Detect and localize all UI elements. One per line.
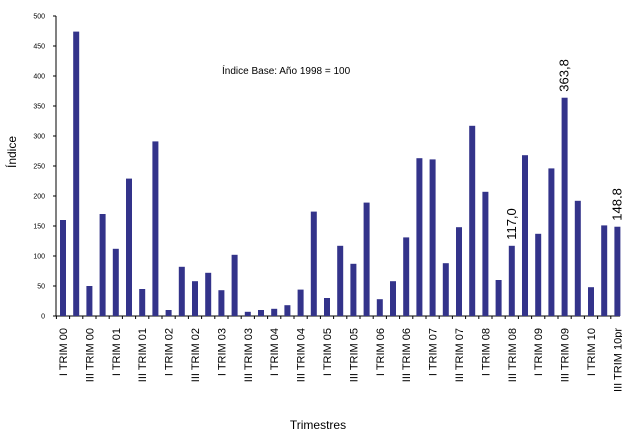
bar: [429, 159, 436, 316]
data-label: 148,8: [609, 188, 622, 221]
bar: [403, 237, 410, 316]
x-tick-label: I TRIM 09: [533, 328, 545, 376]
y-tick-label: 500: [33, 14, 45, 21]
labels: I TRIM 00 III TRIM 00 I TRIM 01 III TRIM 01…: [58, 59, 622, 392]
bar: [165, 310, 172, 316]
bar: [456, 227, 462, 316]
x-tick-label: I TRIM 02: [164, 328, 176, 376]
bar: [495, 280, 502, 316]
bar: [614, 226, 621, 316]
y-axis-title: Índice: [4, 136, 19, 168]
bar: [271, 308, 278, 316]
x-tick-label: III TRIM 03: [243, 328, 255, 382]
bar: [73, 31, 80, 316]
x-tick-label: I TRIM 10: [586, 328, 598, 376]
bar: [522, 155, 528, 316]
bar: [390, 281, 396, 316]
bar: [218, 290, 225, 316]
x-tick-label: I TRIM 06: [375, 328, 387, 376]
y-tick-label: 50: [37, 284, 45, 291]
bar: [588, 287, 594, 316]
bar: [469, 125, 476, 316]
y-tick-label: 450: [33, 44, 45, 51]
bar: [139, 289, 146, 316]
bar: [244, 311, 251, 316]
y-tick-label: 200: [33, 194, 45, 201]
bar: [86, 286, 93, 316]
x-tick-label: III TRIM 01: [137, 328, 149, 382]
bar: [152, 141, 159, 316]
axes: 0 50 100 150 200 250 300 350 400 450 500: [33, 14, 620, 321]
bar: [231, 254, 238, 316]
y-tick-label: 100: [33, 254, 45, 261]
bar: [337, 245, 344, 316]
y-tick-label: 400: [33, 74, 45, 81]
data-label: 363,8: [557, 59, 572, 92]
x-tick-label: III TRIM 02: [190, 328, 202, 382]
bar: [112, 248, 119, 316]
bar: [574, 200, 581, 316]
y-tick-label: 300: [33, 134, 45, 141]
bar: [258, 310, 264, 316]
bar: [324, 298, 330, 316]
x-tick-label: III TRIM 07: [454, 328, 466, 382]
x-tick-label: I TRIM 03: [216, 328, 228, 376]
bars: [60, 31, 621, 316]
x-tick-label: III TRIM 05: [348, 328, 360, 382]
x-tick-label: I TRIM 08: [480, 328, 492, 376]
bar: [508, 245, 515, 316]
bar: [482, 191, 489, 316]
bar: [376, 299, 383, 316]
bar: [178, 266, 185, 316]
x-tick-label: III TRIM 00: [84, 328, 96, 382]
base-index-annotation: Índice Base: Año 1998 = 100: [222, 64, 351, 77]
y-tick-label: 150: [33, 224, 45, 231]
bar: [284, 305, 291, 316]
bar: [192, 281, 198, 316]
x-tick-label: I TRIM 07: [428, 328, 440, 376]
x-tick-label: III TRIM 06: [401, 328, 413, 382]
y-tick-label: 0: [41, 314, 45, 321]
data-label: 117,0: [504, 208, 519, 240]
bar: [561, 97, 568, 316]
y-tick-label: 250: [33, 164, 45, 171]
x-axis-title: Trimestres: [290, 418, 346, 432]
bar: [297, 289, 304, 316]
x-tick-label: III TRIM 08: [507, 328, 519, 382]
bar: [60, 220, 66, 316]
bar: [535, 233, 542, 316]
x-tick-label: III TRIM 10pr: [612, 328, 622, 392]
bar: [205, 272, 212, 316]
x-tick-label: III TRIM 09: [560, 328, 572, 382]
x-tick-label: I TRIM 04: [269, 328, 281, 376]
bar: [126, 178, 132, 316]
x-tick-label: III TRIM 04: [296, 328, 308, 382]
bar: [416, 158, 423, 316]
bar: [310, 211, 317, 316]
bar: [601, 225, 608, 316]
bar: [363, 202, 370, 316]
y-tick-label: 350: [33, 104, 45, 111]
bar: [442, 263, 449, 316]
bar: [548, 168, 555, 316]
x-tick-label: I TRIM 01: [111, 328, 123, 376]
x-tick-label: I TRIM 00: [58, 328, 70, 376]
bar: [350, 263, 357, 316]
x-tick-label: I TRIM 05: [322, 328, 334, 376]
bar: [99, 214, 106, 316]
